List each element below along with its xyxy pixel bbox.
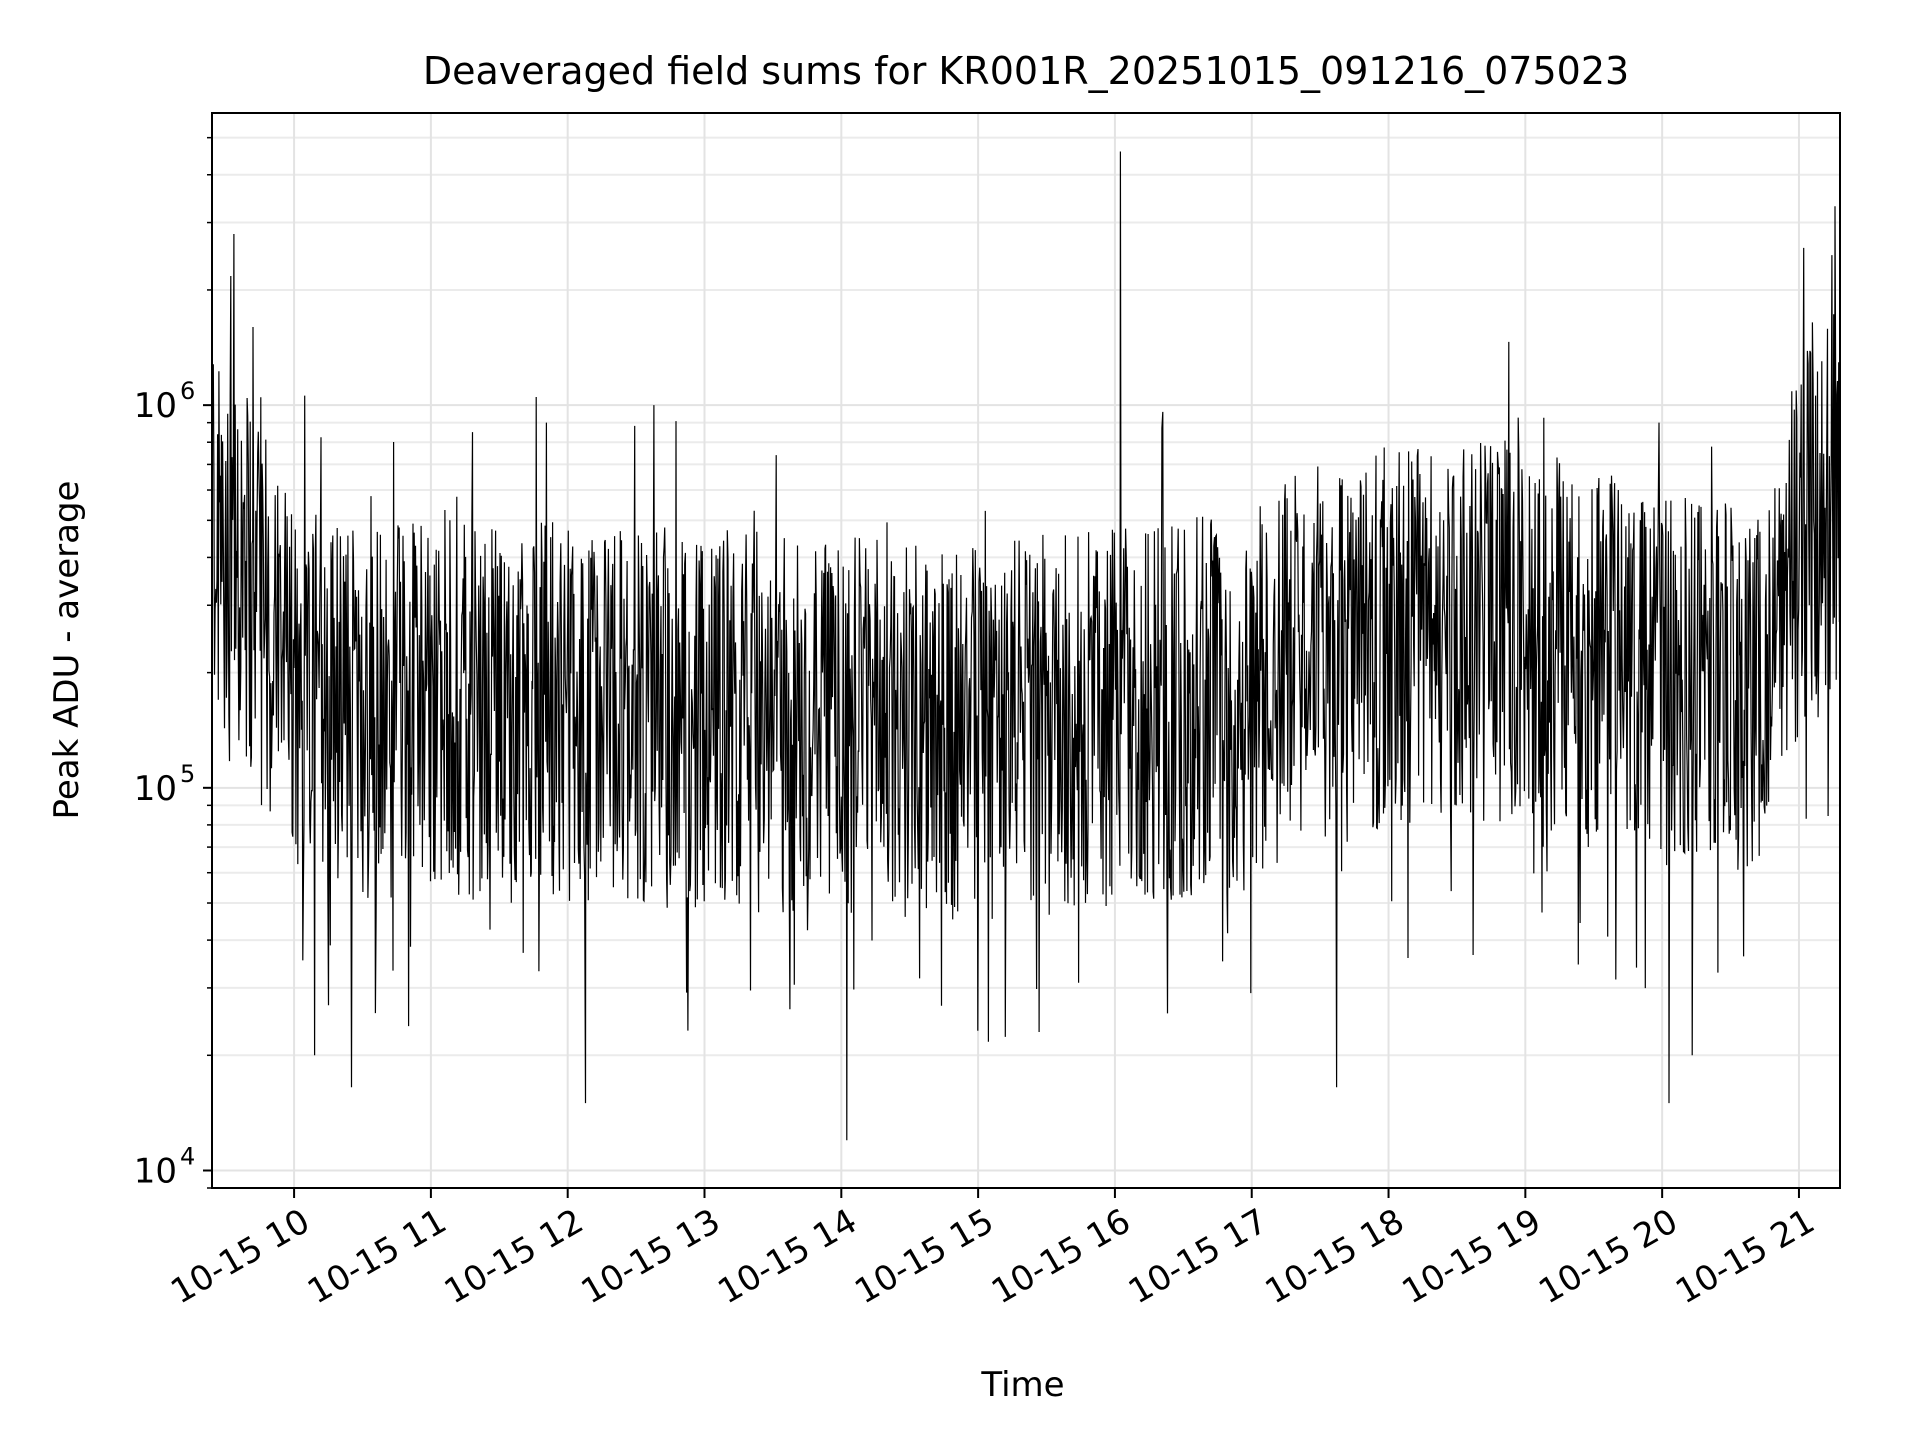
y-tick-exponent: 6: [180, 377, 195, 405]
x-axis-label: Time: [980, 1365, 1064, 1405]
y-axis-label: Peak ADU - average: [47, 481, 87, 820]
y-tick-label: 10: [134, 769, 177, 809]
plot-area-frame: [211, 112, 1841, 1189]
series-line: [211, 151, 1841, 1141]
y-tick-exponent: 5: [180, 760, 195, 788]
y-tick-exponent: 4: [180, 1142, 195, 1170]
chart-title: Deaveraged field sums for KR001R_2025101…: [423, 49, 1629, 93]
series-path: [211, 151, 1841, 1141]
y-tick-label: 10: [134, 1151, 177, 1191]
y-tick-label: 10: [134, 386, 177, 426]
